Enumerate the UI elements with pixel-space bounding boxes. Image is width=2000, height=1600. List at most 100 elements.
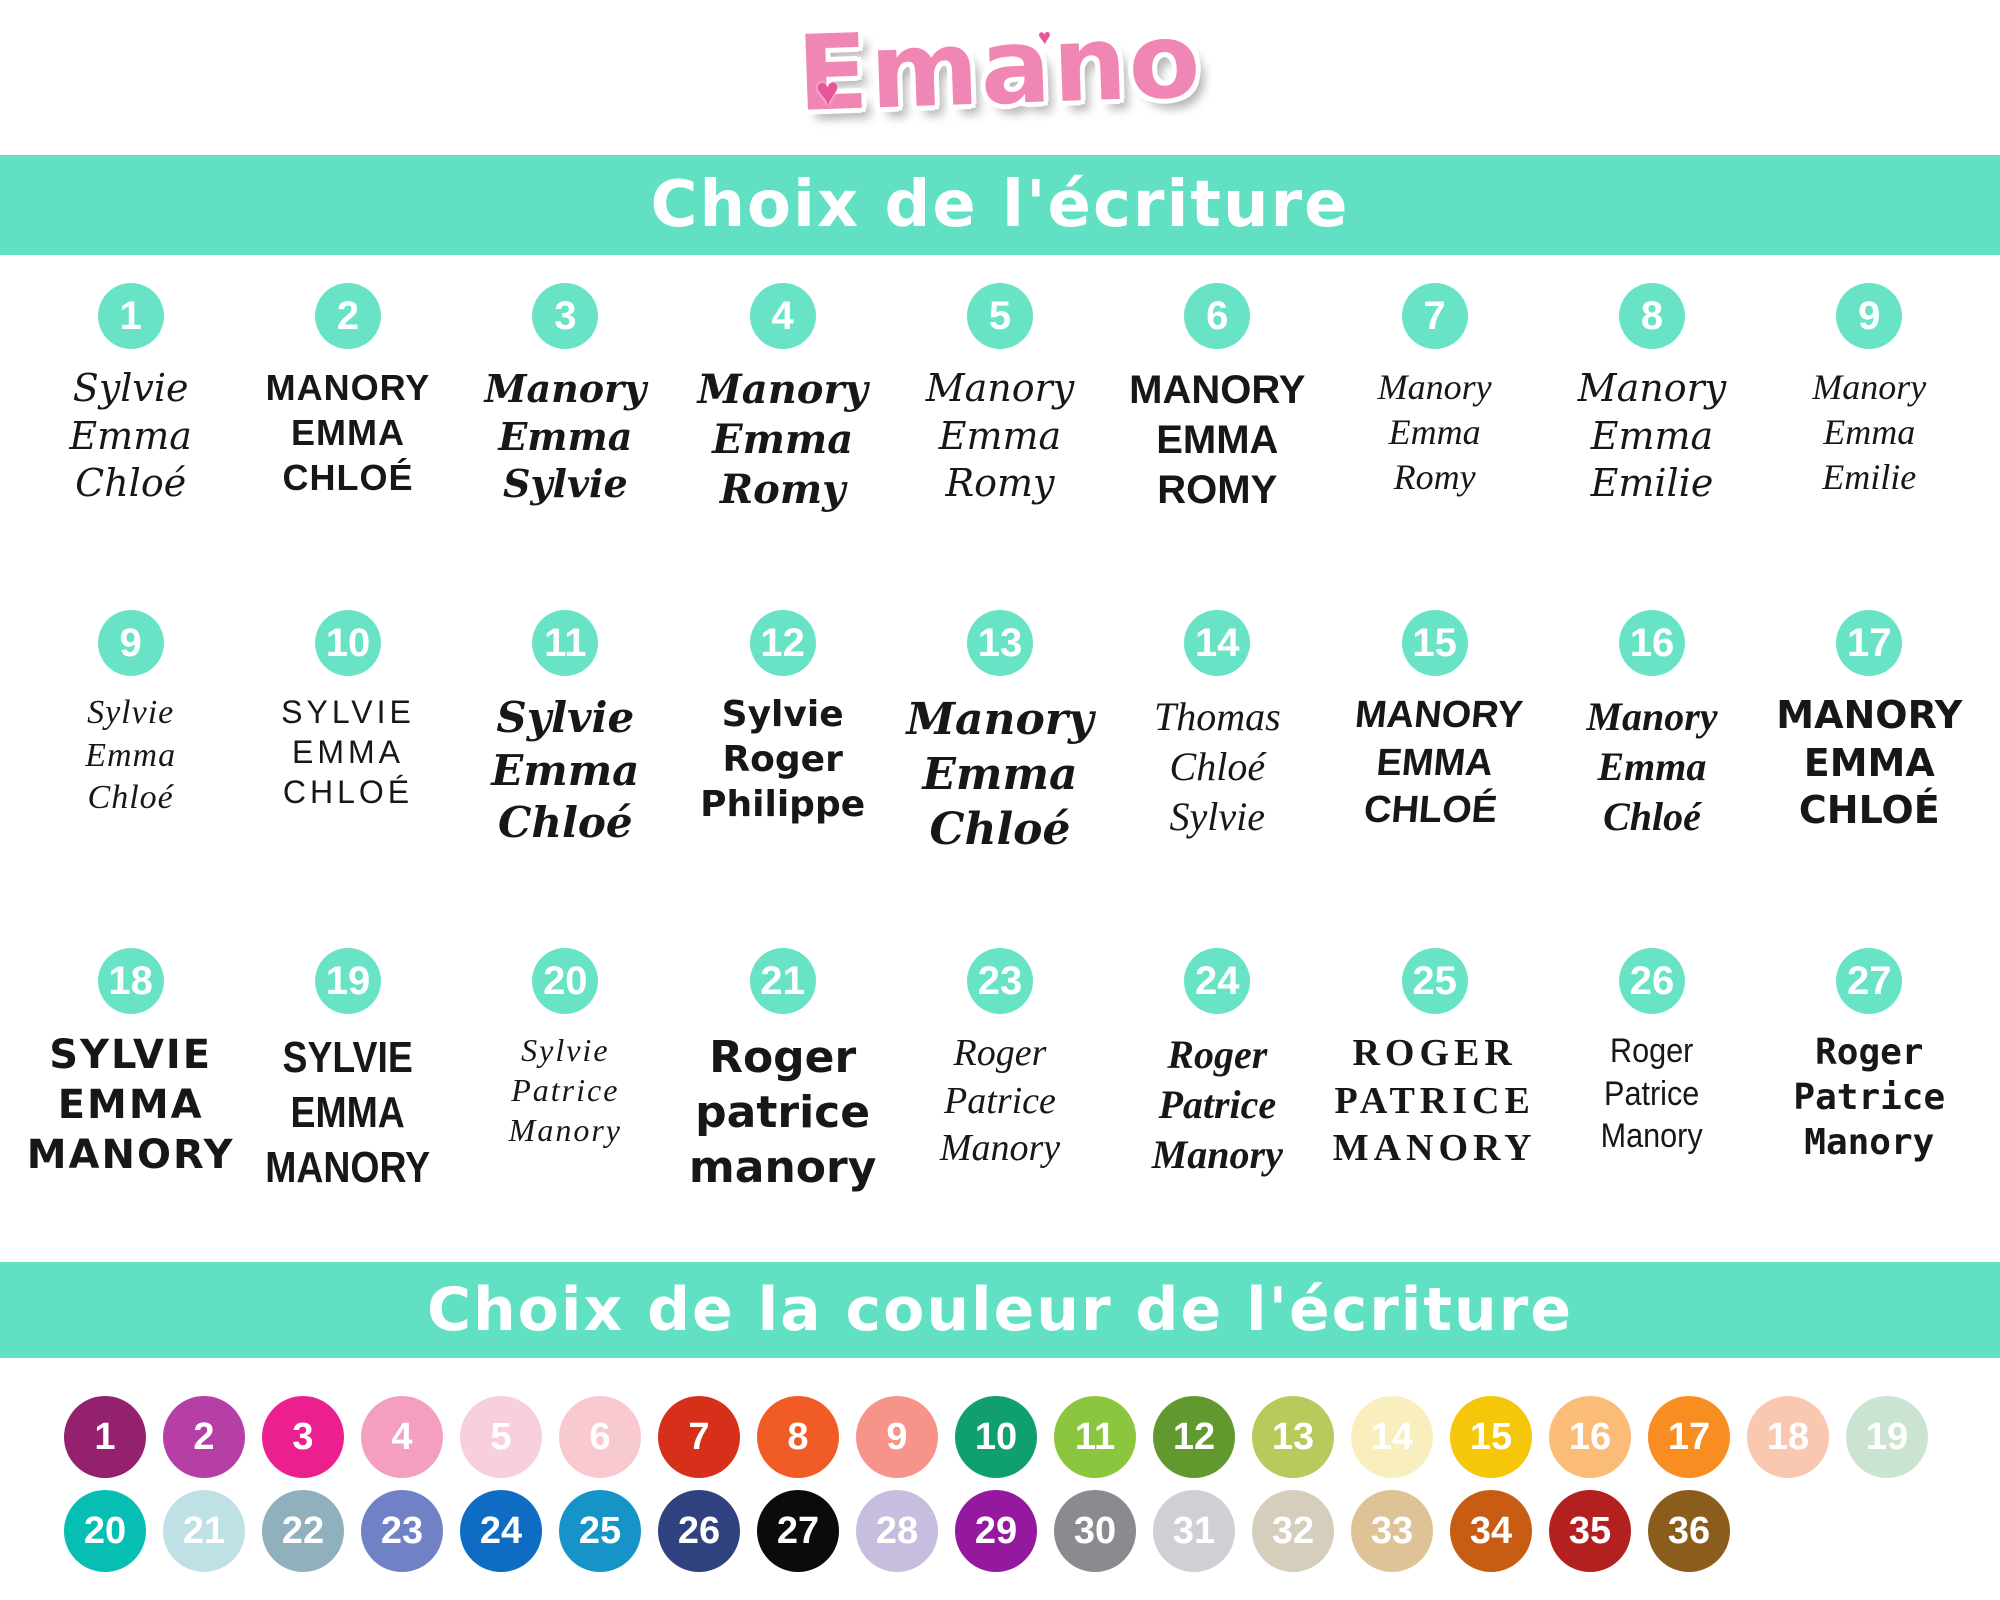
sample-line: Chloé [87, 779, 174, 816]
sample-line: Roger [1167, 1032, 1268, 1077]
color-swatch-28: 28 [856, 1490, 938, 1572]
font-sample: SYLVIE EMMA CHLOÉ [239, 692, 456, 812]
font-number-badge: 24 [1184, 948, 1251, 1014]
color-swatch-32: 32 [1252, 1490, 1334, 1572]
sample-line: CHLOÉ [1798, 788, 1940, 832]
font-option-27: 27 Roger Patrice Manory [1761, 948, 1978, 1195]
font-sample: Sylvie Emma Chloé [22, 692, 239, 820]
font-number-badge: 14 [1184, 610, 1251, 676]
heart-icon: ♥ [815, 69, 841, 115]
color-swatch-3: 3 [262, 1396, 344, 1478]
color-swatch-7: 7 [658, 1396, 740, 1478]
sample-line: Sylvie [521, 1032, 610, 1068]
color-number: 20 [83, 1509, 127, 1552]
font-sample: Roger Patrice Manory [1554, 1030, 1750, 1158]
sample-line: Emma [498, 413, 633, 459]
font-number-badge: 12 [749, 610, 816, 676]
sample-line: Manory [1600, 1117, 1703, 1155]
font-option-10: 10 SYLVIE EMMA CHLOÉ [239, 610, 456, 857]
color-swatch-1: 1 [64, 1396, 146, 1478]
color-swatch-34: 34 [1450, 1490, 1532, 1572]
font-number-badge: 16 [1618, 610, 1685, 676]
sample-line: Manory [484, 366, 647, 411]
sample-line: EMMA [1374, 741, 1495, 784]
font-sample: Sylvie Roger Philippe [674, 692, 891, 827]
sample-line: SYLVIE [282, 1033, 414, 1082]
sample-line: Roger [953, 1032, 1047, 1074]
color-number: 10 [974, 1415, 1018, 1458]
sample-line: Manory [1812, 367, 1927, 407]
sample-line: Patrice [944, 1079, 1056, 1122]
color-number: 9 [886, 1415, 908, 1458]
sample-line: Sylvie [72, 366, 189, 410]
color-number: 33 [1370, 1509, 1414, 1552]
color-swatch-30: 30 [1054, 1490, 1136, 1572]
color-swatch-5: 5 [460, 1396, 542, 1478]
sample-line: Manory [1577, 366, 1727, 410]
sample-line: Manory [1151, 1132, 1283, 1177]
brand-name: Emano [795, 0, 1205, 136]
color-swatch-14: 14 [1351, 1396, 1433, 1478]
font-sample: Thomas Chloé Sylvie [1109, 692, 1326, 842]
color-number: 19 [1865, 1415, 1909, 1458]
font-sample: MANORY EMMA CHLOÉ [239, 365, 456, 500]
font-number-badge: 19 [314, 948, 381, 1014]
color-swatch-2: 2 [163, 1396, 245, 1478]
sample-line: manory [688, 1142, 877, 1193]
sample-line: Manory [508, 1112, 622, 1148]
sample-line: EMMA [290, 412, 405, 453]
font-sample: Manory Emma Chloé [1543, 692, 1760, 842]
font-number-badge: 8 [1618, 283, 1685, 349]
font-option-26: 26 Roger Patrice Manory [1543, 948, 1760, 1195]
font-option-17: 17 MANORY EMMA CHLOÉ [1761, 610, 1978, 857]
sample-line: MANORY [1776, 693, 1963, 737]
sample-line: Roger [722, 739, 843, 780]
color-number: 22 [281, 1509, 325, 1552]
font-number-badge: 23 [966, 948, 1033, 1014]
color-swatch-21: 21 [163, 1490, 245, 1572]
font-row-2: 9 Sylvie Emma Chloé 10 SYLVIE EMMA CHLOÉ… [0, 610, 2000, 857]
color-number: 23 [380, 1509, 424, 1552]
sample-line: Manory [1586, 694, 1718, 739]
color-number: 34 [1469, 1509, 1513, 1552]
sample-line: Manory [925, 366, 1075, 410]
sample-line: EMMA [1156, 418, 1279, 462]
font-number-badge: 4 [749, 283, 816, 349]
font-row-1: 1 Sylvie Emma Chloé 2 MANORY EMMA CHLOÉ … [0, 283, 2000, 515]
font-number-badge: 17 [1836, 610, 1903, 676]
color-swatch-8: 8 [757, 1396, 839, 1478]
font-sample: SYLVIE EMMA MANORY [22, 1030, 239, 1180]
sample-line: Emma [1590, 413, 1714, 458]
color-swatch-20: 20 [64, 1490, 146, 1572]
writing-choice-title: Choix de l'écriture [650, 168, 1350, 242]
color-swatch-12: 12 [1153, 1396, 1235, 1478]
font-option-6: 6 MANORY EMMA ROMY [1109, 283, 1326, 515]
sample-line: EMMA [1803, 740, 1935, 785]
font-number-badge: 27 [1836, 948, 1903, 1014]
sample-line: Patrice [1793, 1077, 1946, 1118]
color-number: 25 [578, 1509, 622, 1552]
font-option-25: 25 ROGER PATRICE MANORY [1326, 948, 1543, 1195]
color-number: 13 [1271, 1415, 1315, 1458]
color-number: 15 [1469, 1415, 1513, 1458]
sample-line: Sylvie [502, 461, 628, 506]
color-number: 12 [1172, 1415, 1216, 1458]
font-option-24: 24 Roger Patrice Manory [1109, 948, 1326, 1195]
sample-line: SYLVIE [49, 1032, 213, 1078]
color-number: 27 [776, 1509, 820, 1552]
color-number: 17 [1667, 1415, 1711, 1458]
font-sample: ROGER PATRICE MANORY [1326, 1030, 1543, 1173]
font-number-badge: 20 [532, 948, 599, 1014]
font-sample: Roger Patrice Manory [1761, 1030, 1978, 1165]
font-option-9b: 9 Sylvie Emma Chloé [22, 610, 239, 857]
sample-line: SYLVIE [281, 694, 415, 730]
font-option-9: 9 Manory Emma Emilie [1761, 283, 1978, 515]
sample-line: Thomas [1153, 694, 1281, 739]
font-option-3: 3 Manory Emma Sylvie [457, 283, 674, 515]
color-swatch-17: 17 [1648, 1396, 1730, 1478]
font-option-13: 13 Manory Emma Chloé [891, 610, 1108, 857]
font-sample: MANORY EMMA CHLOÉ [1761, 692, 1978, 835]
font-sample: Roger Patrice Manory [891, 1030, 1108, 1173]
font-option-2: 2 MANORY EMMA CHLOÉ [239, 283, 456, 515]
font-option-4: 4 Manory Emma Romy [674, 283, 891, 515]
